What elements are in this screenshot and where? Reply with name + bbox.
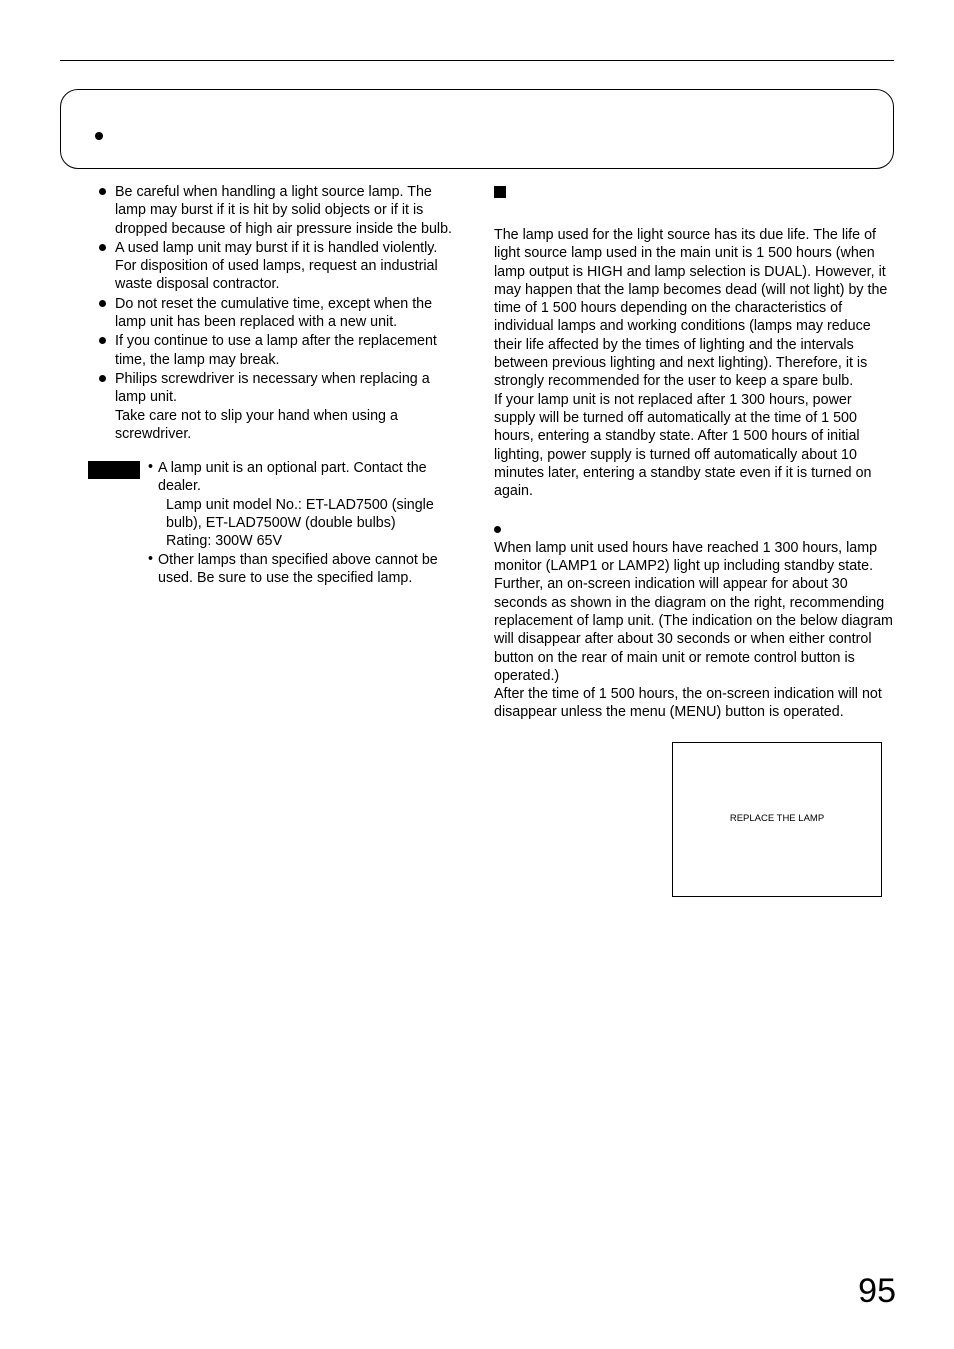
- paragraph-text: If your lamp unit is not replaced after …: [494, 392, 872, 499]
- list-item-text: If you continue to use a lamp after the …: [115, 333, 437, 367]
- list-item: Do not reset the cumulative time, except…: [102, 295, 460, 332]
- note-block: A lamp unit is an optional part. Contact…: [88, 459, 460, 587]
- paragraph-text: The lamp used for the light source has i…: [494, 227, 887, 389]
- list-item-text: Philips screwdriver is necessary when re…: [115, 371, 430, 405]
- note-item: A lamp unit is an optional part. Contact…: [150, 459, 460, 550]
- right-column-body: The lamp used for the light source has i…: [494, 226, 894, 897]
- caution-box: [60, 89, 894, 169]
- list-item: Philips screwdriver is necessary when re…: [102, 370, 460, 443]
- paragraph-text: After the time of 1 500 hours, the on-sc…: [494, 686, 882, 720]
- two-column-layout: Be careful when handling a light source …: [60, 183, 894, 897]
- note-item-text: A lamp unit is an optional part. Contact…: [158, 460, 427, 494]
- list-item: Be careful when handling a light source …: [102, 183, 460, 238]
- list-item-text: Do not reset the cumulative time, except…: [115, 296, 432, 330]
- section-square-icon: [494, 186, 506, 198]
- paragraph-text: When lamp unit used hours have reached 1…: [494, 540, 877, 574]
- inline-bullet-icon: [494, 526, 501, 533]
- note-item: Other lamps than specified above cannot …: [150, 551, 460, 588]
- list-item-sub: Take care not to slip your hand when usi…: [115, 407, 460, 444]
- note-item-sub: Lamp unit model No.: ET-LAD7500 (single …: [158, 496, 460, 533]
- note-item-sub: Rating: 300W 65V: [158, 532, 460, 550]
- list-item-sub: For disposition of used lamps, request a…: [115, 257, 460, 294]
- top-rule: [60, 60, 894, 61]
- note-badge: [88, 461, 140, 479]
- note-body: A lamp unit is an optional part. Contact…: [150, 459, 460, 587]
- list-item-text: Be careful when handling a light source …: [115, 184, 452, 237]
- list-item: A used lamp unit may burst if it is hand…: [102, 239, 460, 294]
- paragraph-block: The lamp used for the light source has i…: [494, 226, 894, 500]
- section-heading-row: [494, 183, 894, 198]
- list-item: If you continue to use a lamp after the …: [102, 332, 460, 369]
- right-column: The lamp used for the light source has i…: [494, 183, 894, 897]
- list-item-text: A used lamp unit may burst if it is hand…: [115, 240, 437, 256]
- note-item-text: Other lamps than specified above cannot …: [158, 552, 438, 586]
- caution-box-bullet: [95, 132, 103, 140]
- osd-text: REPLACE THE LAMP: [730, 813, 824, 825]
- paragraph-block: When lamp unit used hours have reached 1…: [494, 520, 894, 721]
- page-number: 95: [858, 1272, 896, 1311]
- paragraph-text: Further, an on-screen indication will ap…: [494, 576, 893, 683]
- osd-indication-box: REPLACE THE LAMP: [672, 742, 882, 897]
- page-container: Be careful when handling a light source …: [0, 0, 954, 1349]
- precautions-list: Be careful when handling a light source …: [60, 183, 460, 443]
- left-column: Be careful when handling a light source …: [60, 183, 460, 897]
